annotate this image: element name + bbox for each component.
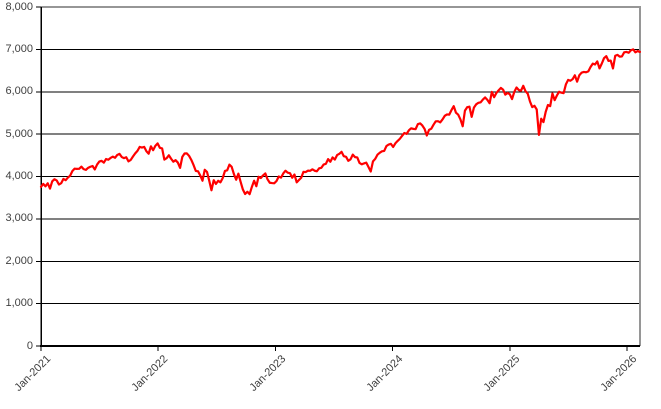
axis-lines: [40, 7, 640, 347]
tick-marks: [36, 6, 628, 351]
plot-border: [41, 6, 641, 346]
y-axis-tick-label: 2,000: [5, 254, 33, 267]
y-axis-tick-label: 8,000: [5, 0, 33, 13]
y-axis-tick-label: 6,000: [5, 85, 33, 98]
y-axis-tick-label: 5,000: [5, 127, 33, 140]
series-line: [39, 48, 642, 196]
gridlines: [41, 48, 640, 305]
y-axis-tick-label: 4,000: [5, 170, 33, 182]
y-axis-tick-label: 7,000: [5, 42, 33, 55]
y-axis-tick-label: 3,000: [5, 212, 33, 225]
y-axis-tick-label: 0: [26, 339, 33, 352]
y-axis-tick-label: 1,000: [5, 297, 33, 310]
